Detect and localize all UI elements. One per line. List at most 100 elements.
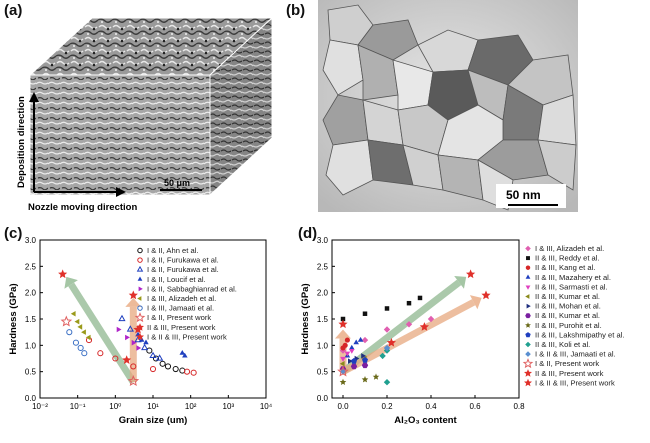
legend-marker xyxy=(137,257,143,263)
legend-marker xyxy=(526,256,530,261)
data-point xyxy=(81,329,86,335)
data-point xyxy=(351,357,357,364)
data-point xyxy=(417,295,423,301)
data-point xyxy=(383,379,391,386)
x-axis-label: Al₂O₃ content xyxy=(394,415,457,426)
legend-marker xyxy=(136,332,144,341)
data-point xyxy=(339,347,347,354)
data-point xyxy=(97,350,104,357)
legend-entry: II & III, Sarmasti et al. xyxy=(535,282,608,291)
scale-bar-b-label: 50 nm xyxy=(506,188,541,202)
data-point xyxy=(419,322,429,331)
legend-entry: II & III, Purohit et al. xyxy=(535,321,602,330)
data-point xyxy=(386,337,396,347)
data-point xyxy=(481,290,491,300)
x-tick-label: 0.0 xyxy=(337,402,349,411)
y-tick-label: 2.5 xyxy=(317,262,329,271)
panel-c-label: (c) xyxy=(4,225,23,242)
legend-marker xyxy=(137,296,142,301)
data-point xyxy=(66,329,73,336)
legend-entry: I & III, Jamaati et al. xyxy=(147,304,214,313)
data-point xyxy=(128,290,138,300)
trend-arrow-head xyxy=(64,276,78,289)
data-point xyxy=(159,360,166,367)
legend-entry: I & II, Sabbaghianrad et al. xyxy=(147,284,237,293)
data-point xyxy=(190,369,197,376)
data-point xyxy=(77,344,84,352)
legend-entry: I & III, Alizadeh et al. xyxy=(535,244,604,253)
panel-a-micrograph: Deposition direction Nozzle moving direc… xyxy=(16,16,274,213)
y-tick-label: 0.5 xyxy=(317,368,329,377)
data-point xyxy=(405,321,413,328)
data-point xyxy=(143,339,149,345)
data-point xyxy=(134,335,142,343)
data-point xyxy=(362,311,368,316)
data-point xyxy=(146,347,153,354)
legend-marker xyxy=(137,305,143,311)
data-point xyxy=(427,315,435,323)
legend-marker xyxy=(525,274,531,279)
y-tick-label: 2.5 xyxy=(25,262,37,271)
y-axis-label: Hardness (GPa) xyxy=(8,283,19,354)
nozzle-direction-label: Nozzle moving direction xyxy=(28,202,137,213)
trend-arrow xyxy=(68,282,137,385)
data-point xyxy=(361,362,369,369)
data-point xyxy=(81,350,88,357)
y-tick-label: 0.0 xyxy=(25,394,37,403)
data-point xyxy=(349,349,355,354)
x-tick-label: 10³ xyxy=(223,402,235,411)
data-point xyxy=(361,336,369,344)
trend-arrow-head xyxy=(469,295,482,310)
trend-arrow-head xyxy=(125,297,142,307)
data-point xyxy=(152,355,160,362)
data-point xyxy=(361,353,366,359)
legend-entry: II & III, Lakshmipathy et al. xyxy=(535,330,624,339)
x-tick-label: 10² xyxy=(185,402,197,411)
cube-right-face xyxy=(209,16,273,197)
chart-d: 0.0 0.5 1.0 1.5 2.0 2.5 3.0 0.0 0.2 0.4 0.6 0.8 Al₂O… xyxy=(300,236,624,426)
legend-marker xyxy=(138,286,143,292)
y-tick-label: 1.5 xyxy=(317,315,329,324)
legend-marker xyxy=(137,247,143,254)
legend-entry: I & II, Ahn et al. xyxy=(147,246,199,255)
legend-entry: II & III, Mohan et al. xyxy=(535,302,601,311)
legend-entry: II & III, Present work xyxy=(535,369,604,378)
y-tick-label: 1.0 xyxy=(25,341,37,350)
data-point xyxy=(344,351,351,357)
legend-marker xyxy=(524,369,532,377)
data-point xyxy=(131,339,137,346)
legend-entry: I & III, Alizadeh et al. xyxy=(147,294,216,303)
panel-b-micrograph: 50 nm xyxy=(318,0,578,212)
data-point xyxy=(337,365,349,377)
data-point xyxy=(179,350,186,355)
data-point xyxy=(339,378,347,385)
data-point xyxy=(183,368,191,375)
plot-frame xyxy=(331,239,520,399)
y-tick-label: 1.0 xyxy=(317,341,329,350)
y-tick-label: 3.0 xyxy=(317,236,329,245)
legend-entry: II & III, Mazahery et al. xyxy=(535,273,611,282)
data-point xyxy=(339,361,345,367)
legend-marker xyxy=(525,285,531,290)
data-point xyxy=(127,375,140,387)
legend-marker xyxy=(526,303,531,309)
x-tick-label: 0.2 xyxy=(381,402,393,411)
data-point xyxy=(383,326,391,333)
data-point xyxy=(149,365,157,373)
data-point xyxy=(85,334,91,341)
x-tick-label: 0.4 xyxy=(425,402,437,411)
y-tick-label: 3.0 xyxy=(25,236,37,245)
x-tick-label: 10⁴ xyxy=(260,402,273,411)
data-point xyxy=(349,344,355,350)
data-point xyxy=(372,373,380,380)
data-point xyxy=(361,376,369,383)
legend-marker xyxy=(525,245,531,252)
legend-marker xyxy=(525,332,531,338)
data-point xyxy=(164,363,172,370)
x-tick-label: 10⁻² xyxy=(32,402,48,411)
data-point xyxy=(156,354,164,361)
data-point xyxy=(74,318,80,325)
x-axis-label: Grain size (um) xyxy=(119,415,188,426)
legend-marker xyxy=(525,265,531,270)
legend-entry: I & II & III, Present work xyxy=(535,378,615,387)
